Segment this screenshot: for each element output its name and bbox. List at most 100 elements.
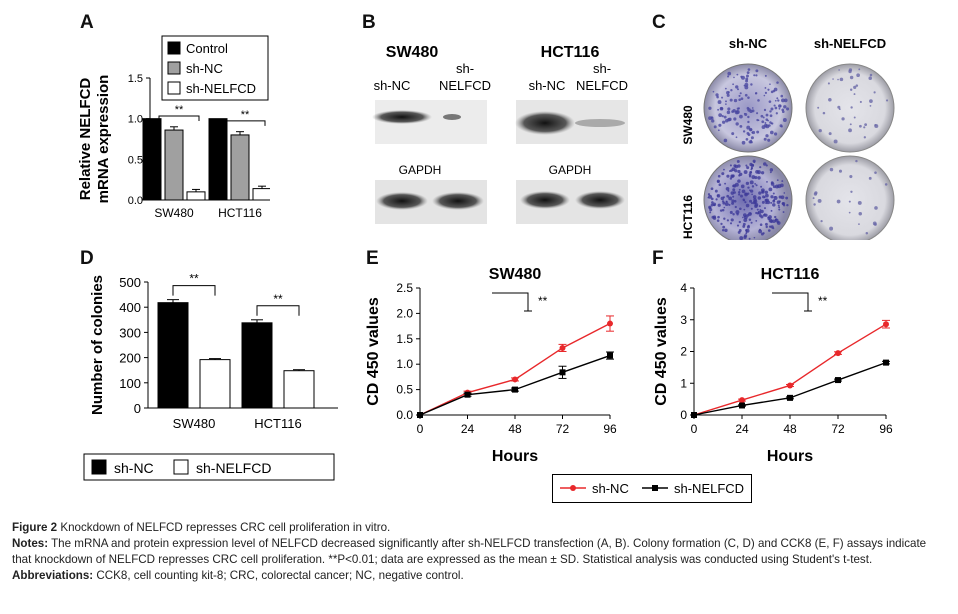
colony-dot: [743, 218, 748, 223]
colony-dot: [708, 106, 712, 110]
legend-label: sh-NC: [114, 460, 154, 476]
colony-dot: [754, 183, 757, 185]
colony-dot: [748, 237, 751, 240]
panel-label-d: D: [80, 248, 94, 269]
colony-dot: [756, 112, 759, 115]
colony-dot: [770, 122, 773, 125]
colony-dot: [745, 77, 749, 81]
colony-dot: [740, 194, 743, 198]
colony-dot: [764, 121, 767, 124]
colony-plate-sw480-sh-nelfcd: [805, 63, 895, 153]
legend-swatch: [167, 81, 181, 95]
x-tick-label: 48: [783, 422, 797, 436]
colony-dot: [736, 160, 740, 163]
y-tick-label: 1: [680, 376, 687, 390]
colony-dot: [739, 114, 743, 119]
colony-dot: [822, 111, 826, 115]
significance-mark: **: [818, 294, 828, 308]
colony-dot: [764, 222, 768, 226]
colony-dot: [864, 123, 868, 127]
colony-dot: [710, 187, 714, 191]
colony-dot: [751, 193, 753, 196]
colony-dot: [757, 211, 760, 214]
colony-dot: [745, 181, 750, 186]
colony-dot: [748, 140, 752, 144]
colony-dot: [731, 201, 735, 205]
colony-dot: [817, 106, 820, 109]
colony-dot: [738, 229, 742, 232]
bar: [164, 129, 184, 201]
colony-dot: [773, 87, 778, 92]
colony-dot: [848, 68, 853, 72]
x-tick-label: HCT116: [218, 206, 262, 220]
colony-dot: [770, 107, 774, 111]
colony-dot: [707, 193, 711, 196]
colony-dot: [725, 200, 728, 203]
y-tick-label: 1.0: [128, 114, 143, 126]
colony-dot: [723, 206, 726, 209]
colony-dot: [736, 107, 740, 110]
blot-band: [515, 111, 575, 135]
colony-dot: [848, 211, 851, 214]
colony-dot: [721, 96, 724, 99]
colony-dot: [744, 93, 748, 97]
colony-dot: [711, 201, 714, 204]
significance-mark: **: [538, 294, 548, 308]
colony-dot: [760, 114, 764, 118]
colony-dot: [855, 84, 859, 87]
colony-dot: [728, 203, 731, 206]
colony-dot: [849, 75, 854, 80]
colony-dot: [772, 227, 775, 230]
colony-dot: [783, 105, 787, 109]
caption-abbrev-label: Abbreviations:: [12, 569, 94, 582]
colony-dot: [742, 216, 744, 219]
y-tick-label: 2.0: [396, 306, 413, 320]
colony-dot: [858, 211, 862, 216]
colony-dot: [777, 99, 780, 102]
colony-dot: [779, 105, 782, 108]
colony-dot: [838, 108, 841, 111]
colony-dot: [839, 77, 844, 82]
colony-dot: [769, 220, 773, 224]
colony-dot: [764, 87, 767, 89]
caption-notes-text: The mRNA and protein expression level of…: [12, 537, 927, 566]
colony-dot: [750, 136, 754, 140]
colony-dot: [739, 92, 742, 95]
blot-lane-sh-nelfcd-hct116-l1: sh-: [593, 61, 611, 76]
significance-bracket: [492, 292, 529, 311]
bar: [157, 302, 189, 409]
colony-dot: [738, 174, 741, 177]
y-tick-label: 0: [680, 408, 687, 422]
colony-dot: [781, 180, 784, 182]
colony-dot: [768, 124, 771, 127]
colony-dot: [714, 189, 718, 193]
legend-label: sh-NELFCD: [186, 81, 256, 96]
colony-dot: [758, 214, 762, 217]
blot-lane-sh-nelfcd-hct116-l2: NELFCD: [576, 78, 628, 93]
significance-mark: **: [273, 292, 283, 306]
colony-dot: [743, 84, 746, 87]
colony-dot: [722, 120, 726, 124]
colony-dot: [759, 166, 762, 169]
colony-dot: [733, 191, 736, 194]
colony-dot: [756, 118, 759, 122]
colony-dot: [774, 106, 778, 110]
colony-dot: [729, 222, 733, 225]
colony-dot: [721, 114, 724, 118]
colony-dot: [717, 100, 722, 105]
colony-dot: [716, 180, 720, 183]
colony-dot: [865, 232, 869, 235]
colony-dot: [757, 99, 760, 102]
colony-dot: [769, 83, 771, 86]
colony-dot: [762, 116, 765, 119]
legend-ef-sh-nc: sh-NC: [592, 481, 629, 496]
bar: [241, 322, 273, 409]
blot-lane-sh-nc-hct116: sh-NC: [529, 78, 566, 93]
data-point: [607, 320, 613, 327]
legend-swatch: [167, 61, 181, 75]
colony-dot: [744, 192, 748, 196]
colony-dot: [753, 74, 756, 77]
colony-dot: [761, 190, 765, 194]
colony-dot: [780, 94, 784, 98]
colony-dot: [772, 185, 776, 189]
